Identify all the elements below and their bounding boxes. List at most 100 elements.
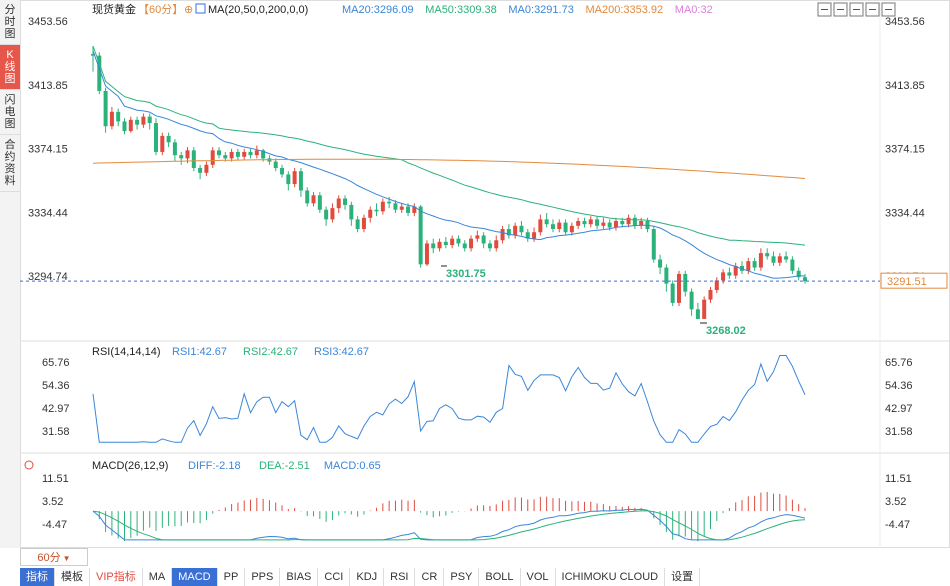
candle-body-81 xyxy=(601,222,606,226)
candle-body-26 xyxy=(254,150,259,156)
candle-body-91 xyxy=(664,267,669,284)
toolbar-item-14[interactable]: VOL xyxy=(520,568,556,586)
price-right-label-0: 3453.56 xyxy=(885,16,925,28)
toolbar-item-0[interactable]: 指标 xyxy=(20,568,55,586)
toolbar-item-4[interactable]: MACD xyxy=(172,568,218,586)
sun-icon[interactable] xyxy=(24,460,34,470)
candle-body-101 xyxy=(727,272,732,276)
candle-body-73 xyxy=(550,224,555,230)
toolbar-item-6[interactable]: PPS xyxy=(245,568,281,586)
price-left-label-3: 3334.44 xyxy=(28,207,68,219)
candle-body-31 xyxy=(286,174,291,185)
candle-body-38 xyxy=(330,208,335,220)
side-tab-0[interactable]: 分时图 xyxy=(0,0,20,45)
toolbar-item-3[interactable]: MA xyxy=(142,568,173,586)
ma200-line xyxy=(92,158,806,179)
rsi-right-label-0: 65.76 xyxy=(885,357,913,369)
candle-body-85 xyxy=(626,217,631,225)
candle-body-107 xyxy=(765,253,770,257)
candle-body-106 xyxy=(758,253,763,268)
candle-body-66 xyxy=(506,229,511,236)
period-select[interactable]: 60分 ▼ xyxy=(20,548,88,566)
candle-body-89 xyxy=(651,229,656,260)
candle-body-49 xyxy=(399,206,404,210)
candle-body-67 xyxy=(513,225,518,236)
candle-body-21 xyxy=(223,155,228,159)
candle-body-30 xyxy=(280,168,285,175)
candle-body-2 xyxy=(103,90,108,127)
candle-body-110 xyxy=(784,256,789,260)
toolbar-item-12[interactable]: PSY xyxy=(444,568,480,586)
candle-body-90 xyxy=(658,259,663,268)
candle-body-60 xyxy=(469,238,474,249)
candle-body-11 xyxy=(160,135,165,152)
candle-body-42 xyxy=(355,219,360,230)
toolbar-item-15[interactable]: ICHIMOKU CLOUD xyxy=(555,568,666,586)
chart-title: 现货黄金 xyxy=(92,2,136,16)
rsi-item-0: RSI1:42.67 xyxy=(172,346,227,358)
candle-body-68 xyxy=(519,225,524,233)
candle-body-44 xyxy=(368,209,373,218)
side-tab-2[interactable]: 闪电图 xyxy=(0,90,20,135)
side-tab-3[interactable]: 合约资料 xyxy=(0,135,20,192)
toolbar-item-10[interactable]: RSI xyxy=(384,568,416,586)
current-price-box xyxy=(880,272,948,289)
current-price-label: 3291.51 xyxy=(887,276,927,288)
candle-body-48 xyxy=(393,203,398,210)
candle-body-20 xyxy=(217,150,222,156)
toolbar-item-11[interactable]: CR xyxy=(415,568,445,586)
toolbar-item-5[interactable]: PP xyxy=(217,568,246,586)
toolbar-item-16[interactable]: 设置 xyxy=(665,568,701,586)
macd-left-label-0: 11.51 xyxy=(42,473,69,485)
candle-body-16 xyxy=(191,150,196,169)
candle-body-111 xyxy=(790,259,795,271)
candle-body-52 xyxy=(418,206,423,265)
candle-body-0 xyxy=(91,54,95,56)
rsi-right-label-2: 42.97 xyxy=(885,403,913,415)
candle-body-100 xyxy=(721,272,726,281)
toolbar-item-2[interactable]: VIP指标 xyxy=(90,568,143,586)
candle-body-77 xyxy=(576,220,581,226)
price-left-label-1: 3413.85 xyxy=(28,80,68,92)
candle-body-32 xyxy=(292,171,297,185)
candle-body-59 xyxy=(462,243,467,249)
main-indicator-item-0: MA20:3296.09 xyxy=(342,4,414,16)
indicator-box-icon[interactable] xyxy=(195,3,206,14)
candle-body-8 xyxy=(141,116,146,125)
toolbar-item-9[interactable]: KDJ xyxy=(350,568,385,586)
toolbar-item-1[interactable]: 模板 xyxy=(55,568,90,586)
candle-body-14 xyxy=(179,155,184,159)
low-annotation-1: 3301.75 xyxy=(446,268,486,280)
ma20-line xyxy=(92,50,806,279)
toolbar-item-13[interactable]: BOLL xyxy=(479,568,521,586)
toolbar-item-7[interactable]: BIAS xyxy=(280,568,319,586)
macd-item-0: DIFF:-2.18 xyxy=(188,460,241,472)
candle-body-51 xyxy=(412,206,417,213)
candle-body-64 xyxy=(494,240,499,249)
candle-body-36 xyxy=(317,195,322,210)
candle-body-69 xyxy=(525,232,530,239)
candle-body-76 xyxy=(569,225,574,233)
candle-body-6 xyxy=(128,119,133,132)
candle-body-82 xyxy=(607,222,612,228)
candle-body-27 xyxy=(261,150,266,159)
candle-body-12 xyxy=(166,135,171,143)
candle-body-41 xyxy=(349,204,354,220)
macd-label: MACD(26,12,9) xyxy=(92,460,168,472)
candle-body-62 xyxy=(481,235,486,244)
candle-body-7 xyxy=(135,119,140,125)
toolbar-item-8[interactable]: CCI xyxy=(318,568,351,586)
macd-dea-line xyxy=(92,510,806,541)
candle-body-15 xyxy=(185,150,190,159)
candle-body-105 xyxy=(752,261,757,268)
main-indicator-item-2: MA0:3291.73 xyxy=(508,4,573,16)
candle-body-58 xyxy=(456,238,461,244)
candle-body-63 xyxy=(487,243,492,249)
candle-body-17 xyxy=(198,168,203,173)
rsi-item-1: RSI2:42.67 xyxy=(243,346,298,358)
macd-right-label-0: 11.51 xyxy=(885,473,912,485)
price-left-label-2: 3374.15 xyxy=(28,144,68,156)
candle-body-53 xyxy=(424,243,429,265)
price-left-label-4: 3294.74 xyxy=(28,271,68,283)
